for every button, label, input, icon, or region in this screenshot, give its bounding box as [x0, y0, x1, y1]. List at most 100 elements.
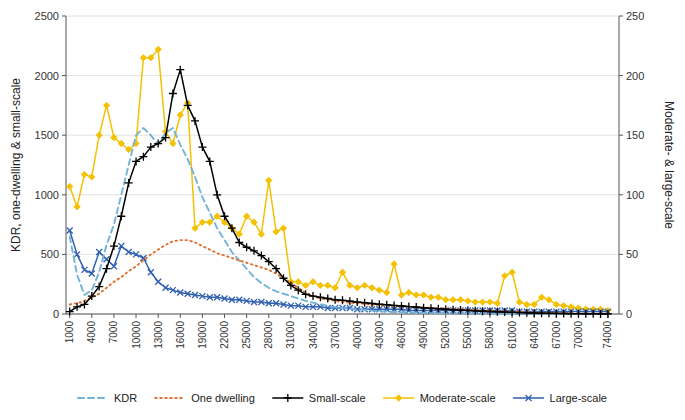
- series-marker: [368, 300, 376, 308]
- y2-tick: [619, 314, 623, 315]
- series-marker: [243, 243, 251, 251]
- y2-tick-label: 50: [626, 248, 638, 260]
- legend-item: One dwelling: [155, 392, 255, 404]
- series-marker: [354, 285, 360, 291]
- x-tick-label: 46000: [396, 321, 407, 349]
- series-marker: [339, 296, 347, 304]
- series-marker: [66, 183, 72, 189]
- x-tick: [313, 314, 314, 318]
- legend-marker: [395, 395, 401, 401]
- series-marker: [89, 270, 95, 276]
- series-marker: [155, 279, 161, 285]
- series-marker: [111, 263, 117, 269]
- series-marker: [524, 301, 530, 307]
- series-marker: [493, 308, 501, 316]
- series-marker: [509, 269, 515, 275]
- series-line: [70, 70, 608, 314]
- series-marker: [332, 285, 338, 291]
- y-axis-line: [66, 16, 67, 314]
- series-marker: [67, 228, 73, 234]
- legend-item: Large-scale: [514, 392, 607, 404]
- series-marker: [479, 299, 485, 305]
- y-tick: [62, 194, 66, 195]
- series-marker: [148, 55, 154, 61]
- series-marker: [310, 304, 316, 310]
- series-marker: [117, 212, 125, 220]
- x-tick: [379, 314, 380, 318]
- y2-axis-line: [619, 16, 620, 314]
- series-marker: [302, 290, 310, 298]
- series-marker: [420, 304, 428, 312]
- y-tick: [62, 16, 66, 17]
- series-marker: [502, 273, 508, 279]
- series-marker: [80, 300, 88, 308]
- series-marker: [110, 242, 118, 250]
- series-marker: [464, 306, 472, 314]
- series-marker: [479, 307, 487, 315]
- y-tick: [62, 314, 66, 315]
- series-marker: [184, 101, 192, 109]
- series-marker: [560, 310, 568, 318]
- series-marker: [456, 306, 464, 314]
- series: [70, 240, 608, 314]
- series-marker: [235, 238, 243, 246]
- series-marker: [450, 296, 456, 302]
- x-tick: [401, 314, 402, 318]
- series-marker: [147, 143, 155, 151]
- x-tick: [224, 314, 225, 318]
- series-marker: [574, 310, 582, 318]
- series-marker: [449, 306, 457, 314]
- series-marker: [553, 301, 559, 307]
- x-tick: [180, 314, 181, 318]
- series-marker: [361, 299, 369, 307]
- x-tick-label: 67000: [551, 321, 562, 349]
- series-marker: [398, 292, 404, 298]
- series-marker: [384, 289, 390, 295]
- series-marker: [170, 140, 176, 146]
- x-tick-label: 25000: [241, 321, 252, 349]
- series-marker: [604, 310, 612, 318]
- y2-tick-label: 0: [626, 308, 632, 320]
- legend-swatch: [155, 397, 185, 399]
- series-marker: [383, 301, 391, 309]
- series-marker: [265, 258, 273, 266]
- series-marker: [148, 269, 154, 275]
- x-tick: [290, 314, 291, 318]
- series-marker: [96, 132, 102, 138]
- series-marker: [154, 140, 162, 148]
- series-marker: [272, 265, 280, 273]
- series-marker: [538, 294, 544, 300]
- series-marker: [177, 290, 183, 296]
- x-tick-label: 52000: [440, 321, 451, 349]
- series-marker: [515, 309, 523, 317]
- series-marker: [508, 308, 516, 316]
- series-marker: [213, 191, 221, 199]
- x-tick-label: 31000: [285, 321, 296, 349]
- legend-marker: [284, 394, 292, 402]
- x-tick-label: 34000: [308, 321, 319, 349]
- series-marker: [302, 282, 308, 288]
- x-tick: [423, 314, 424, 318]
- x-tick: [445, 314, 446, 318]
- x-tick-label: 58000: [484, 321, 495, 349]
- y-tick-label: 2000: [35, 70, 59, 82]
- series-marker: [295, 279, 301, 285]
- series-marker: [295, 303, 301, 309]
- x-tick-label: 61000: [507, 321, 518, 349]
- series-marker: [266, 300, 272, 306]
- x-tick: [467, 314, 468, 318]
- series-marker: [501, 308, 509, 316]
- series-marker: [191, 117, 199, 125]
- series-marker: [375, 300, 383, 308]
- series-marker: [523, 309, 531, 317]
- series-marker: [221, 212, 229, 220]
- series-marker: [339, 269, 345, 275]
- series-marker: [89, 174, 95, 180]
- series-marker: [391, 261, 397, 267]
- series-marker: [170, 287, 176, 293]
- y2-tick-label: 200: [626, 70, 644, 82]
- series-marker: [103, 265, 111, 273]
- series-marker: [434, 305, 442, 313]
- legend-label: KDR: [114, 392, 137, 404]
- series-marker: [405, 303, 413, 311]
